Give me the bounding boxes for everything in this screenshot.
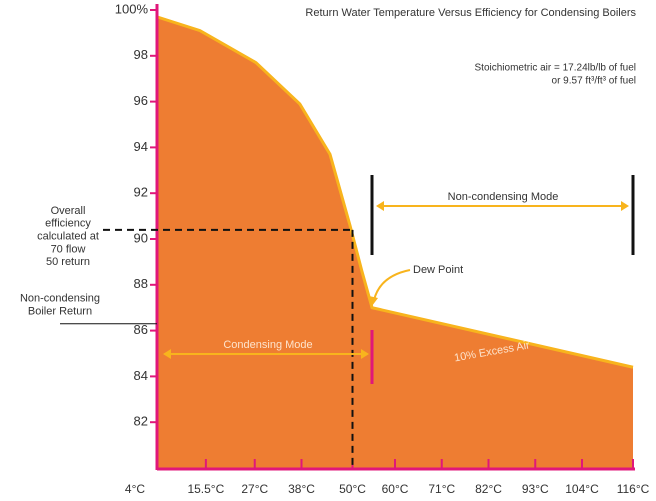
line: [156, 15, 634, 369]
y-tick-label: 88: [134, 276, 148, 291]
x-tick-label: 50°C: [339, 482, 366, 496]
annotation: 70 flow: [51, 243, 86, 255]
x-tick-label: 104°C: [565, 482, 599, 496]
annotation: Dew Point: [413, 264, 463, 276]
x-tick-label: 27°C: [241, 482, 268, 496]
mode-label: Condensing Mode: [223, 339, 312, 351]
x-tick-label: 116°C: [617, 482, 650, 496]
annotation: Overall: [51, 205, 86, 217]
note: Stoichiometric air = 17.24lb/lb of fuel: [475, 63, 636, 74]
annotation: Boiler Return: [28, 306, 92, 318]
x-tick-label: 4°C: [125, 482, 145, 496]
y-tick-label: 92: [134, 185, 148, 200]
pointer: [373, 269, 411, 301]
mode-label: Non-condensing Mode: [448, 191, 559, 203]
annotation: 50 return: [46, 256, 90, 268]
x-tick-label: 15.5°C: [187, 482, 224, 496]
y-tick-label: 100%: [115, 1, 149, 16]
arrow-head: [361, 349, 369, 359]
x-tick-label: 60°C: [382, 482, 409, 496]
note: or 9.57 ft³/ft³ of fuel: [552, 76, 636, 87]
arrow-head: [621, 201, 629, 211]
x-tick-label: 71°C: [428, 482, 455, 496]
area: [157, 16, 633, 469]
annotation: efficiency: [45, 218, 91, 230]
y-tick-label: 96: [134, 93, 148, 108]
y-tick-label: 86: [134, 322, 148, 337]
arrow-head: [163, 349, 171, 359]
y-tick-label: 84: [134, 368, 148, 383]
arrow-head: [369, 296, 378, 306]
arrow-head: [376, 201, 384, 211]
y-tick-label: 94: [134, 139, 148, 154]
y-tick-label: 98: [134, 47, 148, 62]
annotation: Non-condensing: [20, 293, 100, 305]
annotation: calculated at: [37, 231, 99, 243]
y-tick-label: 82: [134, 414, 148, 429]
chart-title: Return Water Temperature Versus Efficien…: [305, 7, 636, 19]
y-tick-label: 90: [134, 230, 148, 245]
x-tick-label: 82°C: [475, 482, 502, 496]
x-tick-label: 38°C: [288, 482, 315, 496]
x-tick-label: 93°C: [522, 482, 549, 496]
